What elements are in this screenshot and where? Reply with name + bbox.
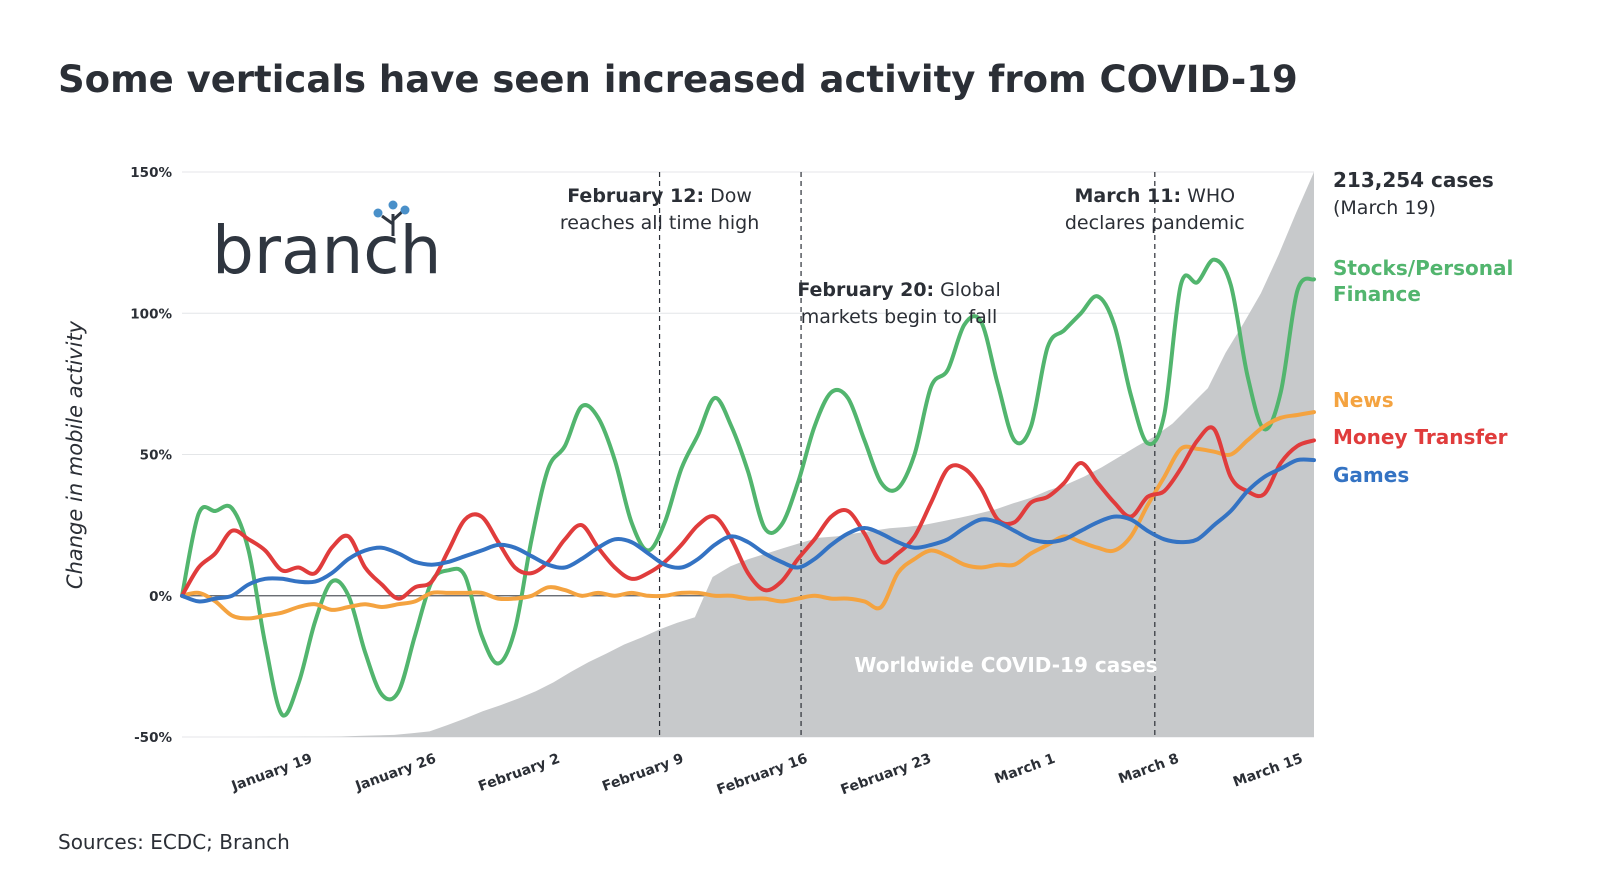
legend-label-line2: Finance [1333, 282, 1421, 306]
series-line-games [180, 457, 1316, 604]
branch-tree-icon [373, 200, 410, 236]
annotation-text: Dow [704, 185, 752, 207]
legend-label: Stocks/Personal [1333, 256, 1513, 280]
x-ticks: January 19 January 26 February 2 February 9… [229, 751, 1305, 799]
x-tick-label: February 23 [839, 751, 934, 799]
branch-logo: branch [212, 200, 441, 289]
x-tick-label: January 26 [353, 751, 439, 795]
cases-max-label: 213,254 cases [1333, 168, 1494, 192]
annotation-title-0: February 12: Dow [567, 185, 752, 207]
x-tick-label: March 15 [1231, 751, 1305, 791]
cases-area-layer [182, 172, 1314, 737]
y-tick-label: 50% [140, 448, 173, 464]
annotation-line2-2: declares pandemic [1065, 212, 1245, 234]
annotation-text: Global [934, 279, 1001, 301]
x-tick-label: January 19 [229, 751, 315, 795]
source-note: Sources: ECDC; Branch [58, 830, 290, 854]
annotation-texts: February 12: Dow reaches all time high Feb… [560, 185, 1245, 328]
logo-text: branch [212, 212, 441, 289]
x-tick-label: March 1 [993, 751, 1058, 788]
chart-title: Some verticals have seen increased activ… [58, 58, 1298, 101]
y-tick-label: 0% [149, 589, 172, 605]
annotation-lines [658, 172, 1156, 737]
x-tick-label: February 16 [715, 751, 810, 799]
annotation-line2-0: reaches all time high [560, 212, 759, 234]
annotation-date: March 11: [1075, 185, 1182, 207]
annotation-date: February 20: [797, 279, 934, 301]
y-ticks: -50% 0% 50% 100% 150% [130, 165, 172, 746]
cases-max-sublabel: (March 19) [1333, 197, 1436, 219]
y-tick-label: 100% [130, 306, 172, 322]
annotation-text: WHO [1181, 185, 1235, 207]
series-line-stocks-personal-finance [180, 257, 1316, 718]
series-line-money-transfer [180, 425, 1316, 601]
cases-area [182, 172, 1314, 737]
x-tick-label: February 9 [600, 751, 686, 795]
cases-area-label: Worldwide COVID-19 cases [854, 653, 1157, 677]
x-tick-label: February 2 [476, 751, 562, 795]
x-tick-label: March 8 [1116, 751, 1181, 788]
annotation-line2-1: markets begin to fall [801, 306, 998, 328]
annotation-title-2: March 11: WHO [1075, 185, 1236, 207]
legend-label: News [1333, 388, 1394, 412]
y-axis-label: Change in mobile activity [63, 320, 87, 589]
legend-label: Money Transfer [1333, 425, 1508, 449]
series-line-news [180, 410, 1316, 621]
legend-label: Games [1333, 463, 1409, 487]
annotation-title-1: February 20: Global [797, 279, 1000, 301]
y-tick-label: 150% [130, 165, 172, 181]
series-layer [180, 257, 1316, 718]
y-tick-label: -50% [134, 730, 172, 746]
annotation-date: February 12: [567, 185, 704, 207]
